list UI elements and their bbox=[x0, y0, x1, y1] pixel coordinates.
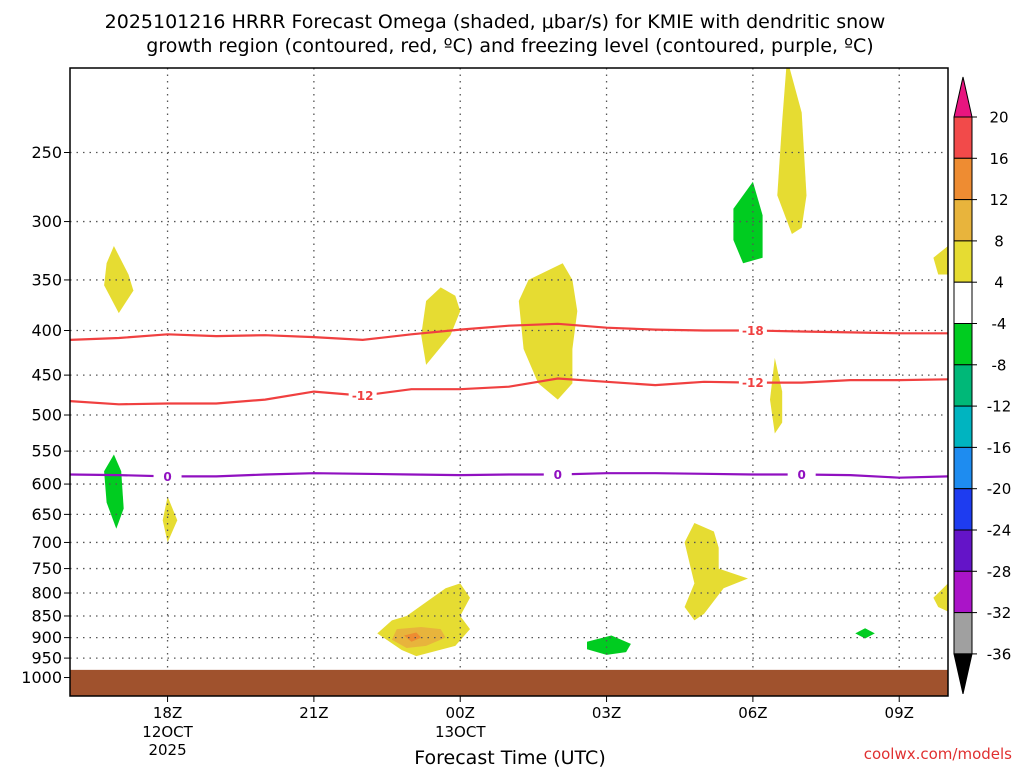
x-tick-label: 00Z bbox=[446, 704, 475, 722]
colorbar-box bbox=[953, 570, 973, 614]
colorbar-label: -16 bbox=[987, 439, 1012, 457]
colorbar-label: 8 bbox=[994, 232, 1004, 250]
colorbar-box bbox=[953, 405, 973, 448]
dgz-contour-label: -12 bbox=[742, 376, 764, 390]
colorbar-label: 20 bbox=[989, 109, 1008, 127]
colorbar-box bbox=[953, 529, 973, 572]
y-tick-label: 650 bbox=[31, 505, 62, 524]
x-tick-label: 03Z bbox=[592, 704, 621, 722]
freezing-label-bg bbox=[153, 469, 182, 484]
colorbar-box bbox=[953, 281, 973, 325]
y-tick-label: 500 bbox=[31, 406, 62, 425]
colorbar-top-arrow bbox=[953, 76, 973, 118]
omega-shading-layer bbox=[104, 68, 948, 657]
chart-title-line2: growth region (contoured, red, ºC) and f… bbox=[146, 35, 873, 57]
colorbar-label: -36 bbox=[987, 645, 1012, 663]
y-tick-label: 700 bbox=[31, 533, 62, 552]
y-tick-label: 350 bbox=[31, 270, 62, 289]
omega-region bbox=[162, 496, 178, 543]
y-tick-label: 450 bbox=[31, 366, 62, 385]
omega-region bbox=[104, 454, 124, 529]
dgz-contour-label: -18 bbox=[742, 324, 764, 338]
y-tick-label: 600 bbox=[31, 475, 62, 494]
x-tick-date: 13OCT bbox=[435, 723, 486, 741]
ground-layer bbox=[70, 669, 948, 696]
omega-region bbox=[777, 68, 807, 234]
x-tick-year: 2025 bbox=[148, 741, 186, 759]
colorbar-label: -12 bbox=[987, 398, 1012, 416]
ground-fill bbox=[70, 669, 948, 696]
y-tick-label: 300 bbox=[31, 212, 62, 231]
colorbar-label: 16 bbox=[989, 150, 1008, 168]
omega-region bbox=[733, 181, 763, 264]
omega-region bbox=[587, 635, 631, 655]
colorbar-label: -4 bbox=[992, 315, 1007, 333]
colorbar-box bbox=[953, 323, 973, 366]
y-tick-label: 1000 bbox=[21, 668, 62, 687]
grid-layer bbox=[70, 68, 948, 696]
freezing-contour-label: 0 bbox=[797, 468, 805, 482]
omega-region bbox=[770, 357, 783, 434]
x-axis-label: Forecast Time (UTC) bbox=[414, 747, 605, 768]
colorbar-box bbox=[953, 488, 973, 531]
colorbar: 20 16 12 8 4 -4 -8 -12 -16 -20 -24 -28 -32 -36 bbox=[953, 76, 1012, 695]
omega-region bbox=[421, 287, 461, 365]
x-tick-label: 21Z bbox=[299, 704, 328, 722]
freezing-label-bg bbox=[787, 467, 816, 482]
dgz-contour bbox=[70, 377, 948, 406]
dgz-contour-label: -12 bbox=[352, 389, 374, 403]
colorbar-label: -20 bbox=[987, 480, 1012, 498]
plot-frame bbox=[69, 67, 949, 697]
colorbar-box bbox=[953, 240, 973, 283]
y-tick-label: 800 bbox=[31, 584, 62, 603]
omega-region bbox=[684, 523, 748, 621]
x-tick-label: 09Z bbox=[885, 704, 914, 722]
colorbar-box bbox=[953, 199, 973, 242]
omega-region bbox=[855, 628, 875, 639]
colorbar-label: 12 bbox=[989, 191, 1008, 209]
freezing-contour bbox=[70, 472, 948, 479]
colorbar-box bbox=[953, 612, 973, 655]
dgz-contour bbox=[70, 322, 948, 342]
y-tick-label: 400 bbox=[31, 321, 62, 340]
y-tick-label: 850 bbox=[31, 606, 62, 625]
dgz-label-bg bbox=[738, 375, 767, 390]
colorbar-bottom-arrow bbox=[953, 653, 973, 695]
colorbar-label: -24 bbox=[987, 522, 1012, 540]
colorbar-box bbox=[953, 116, 973, 159]
y-tick-label: 950 bbox=[31, 649, 62, 668]
freezing-contour-label: 0 bbox=[163, 470, 171, 484]
colorbar-label: -32 bbox=[987, 604, 1012, 622]
freezing-label-bg bbox=[543, 467, 572, 482]
colorbar-label: -28 bbox=[987, 563, 1012, 581]
x-tick-label: 18Z bbox=[153, 704, 182, 722]
y-tick-label: 750 bbox=[31, 559, 62, 578]
x-tick-label: 06Z bbox=[738, 704, 767, 722]
omega-region bbox=[104, 246, 134, 314]
omega-region bbox=[933, 583, 948, 612]
y-tick-label: 900 bbox=[31, 628, 62, 647]
colorbar-label: 4 bbox=[994, 274, 1004, 292]
dgz-label-bg bbox=[738, 323, 767, 338]
x-tick-date: 12OCT bbox=[142, 723, 193, 741]
y-tick-label: 550 bbox=[31, 442, 62, 461]
freezing-contour-label: 0 bbox=[554, 468, 562, 482]
contour-layer: -18 -12 -12 0 0 0 bbox=[70, 322, 948, 484]
omega-region bbox=[933, 246, 948, 275]
colorbar-label: -8 bbox=[992, 356, 1007, 374]
colorbar-box bbox=[953, 157, 973, 201]
chart-title-line1: 2025101216 HRRR Forecast Omega (shaded, … bbox=[105, 11, 886, 33]
colorbar-box bbox=[953, 364, 973, 407]
omega-region bbox=[518, 263, 578, 400]
dgz-label-bg bbox=[348, 388, 377, 403]
credit-text: coolwx.com/models bbox=[864, 745, 1012, 763]
omega-region bbox=[404, 632, 422, 642]
colorbar-box bbox=[953, 446, 973, 490]
y-axis-ticks: 250 300 350 400 450 500 550 600 650 700 750 800 850 9… bbox=[21, 143, 70, 687]
y-tick-label: 250 bbox=[31, 143, 62, 162]
